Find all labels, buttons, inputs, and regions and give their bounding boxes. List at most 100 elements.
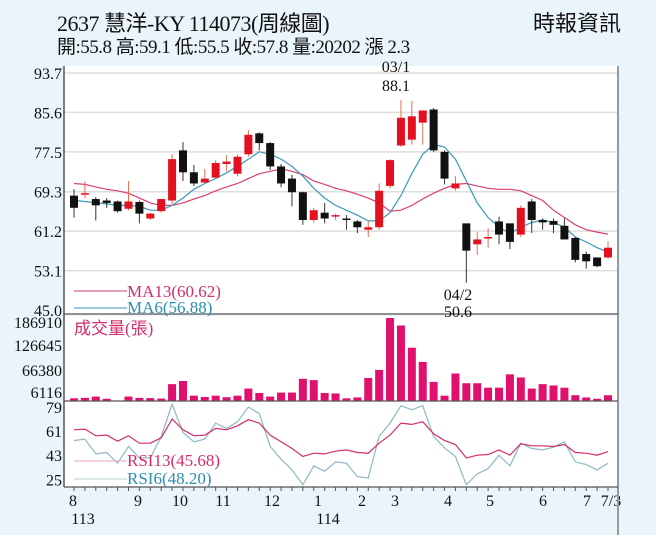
price-tick-label: 77.5 (34, 145, 62, 162)
volume-bar (277, 392, 286, 401)
candle (157, 199, 166, 213)
volume-bar (495, 387, 504, 401)
volume-tick-label: 126645 (14, 338, 62, 355)
ohlc-summary: 開:55.8 高:59.1 低:55.5 收:57.8 量:20202 漲 2.… (57, 37, 410, 58)
candle (80, 181, 89, 199)
x-tick-label: 4 (444, 493, 452, 510)
volume-bar (451, 373, 460, 401)
x-tick-label: 7 (583, 493, 591, 510)
candle (124, 181, 133, 211)
volume-bar (484, 387, 493, 401)
volume-bar (233, 395, 242, 401)
volume-bar (429, 381, 438, 401)
candle (298, 191, 307, 225)
volume-bar (266, 396, 275, 401)
x-year-label: 114 (316, 511, 339, 528)
high-date-label: 03/1 (382, 59, 410, 76)
candle (266, 142, 275, 170)
volume-bar (189, 395, 198, 401)
x-tick-label: 12 (264, 493, 280, 510)
candle (462, 223, 471, 283)
volume-bar (440, 395, 449, 401)
candle (233, 154, 242, 177)
price-tick-label: 61.2 (34, 224, 62, 241)
volume-bar (80, 397, 89, 401)
candle (287, 174, 296, 207)
candle (320, 202, 329, 224)
candle (102, 198, 111, 208)
price-tick-label: 53.1 (34, 264, 62, 281)
rsi-tick-label: 43 (46, 448, 62, 465)
candle (353, 219, 362, 234)
low-value-label: 50.6 (444, 304, 472, 321)
volume-bar (549, 385, 558, 401)
volume-bar (298, 378, 307, 401)
candle (604, 241, 612, 259)
candle (582, 251, 591, 269)
price-tick-label: 85.6 (34, 105, 62, 122)
volume-bar (168, 384, 177, 401)
volume-bar (91, 396, 100, 401)
candle (211, 160, 220, 179)
x-tick-label: 5 (486, 493, 494, 510)
volume-bar (571, 395, 580, 401)
candle (451, 176, 460, 191)
volume-bar (342, 398, 351, 401)
candle (593, 257, 602, 268)
volume-bar (70, 398, 78, 401)
candle (396, 100, 405, 147)
rsi-tick-label: 25 (46, 472, 62, 489)
price-tick-label: 45.0 (34, 303, 62, 320)
candle (407, 100, 416, 145)
volume-y-axis: 186910 126645 66380 6116 (14, 315, 62, 402)
volume-bar (375, 369, 384, 401)
candle (255, 132, 264, 151)
volume-bar (200, 397, 209, 401)
legend-volume: 成交量(張) (74, 319, 153, 338)
volume-bar (309, 380, 318, 401)
x-tick-label: 2 (358, 493, 366, 510)
candle (516, 205, 525, 238)
x-tick-label: 6 (539, 493, 547, 510)
volume-bar (364, 377, 373, 401)
candle (178, 142, 187, 182)
volume-bar (582, 397, 591, 401)
volume-panel (64, 316, 618, 402)
volume-bar (560, 387, 569, 401)
candle (418, 110, 427, 145)
price-y-axis: 93.7 85.6 77.5 69.3 61.2 53.1 45.0 (34, 66, 62, 320)
candle (113, 200, 122, 213)
candle (527, 199, 536, 234)
x-tick-label: 8 (69, 493, 77, 510)
volume-bar (353, 397, 362, 401)
candle (560, 218, 569, 240)
price-grid (64, 72, 618, 272)
volume-bars (70, 318, 612, 401)
source-label: 時報資訊 (533, 11, 622, 36)
x-tick-label: 10 (172, 493, 188, 510)
candle (440, 150, 449, 185)
rsi-tick-label: 61 (46, 424, 62, 441)
x-tick-label: 3 (391, 493, 399, 510)
candle (571, 237, 580, 263)
volume-tick-label: 186910 (14, 315, 62, 332)
rsi6-line (73, 402, 609, 486)
rsi13-line (73, 418, 609, 459)
volume-bar (102, 398, 111, 401)
price-tick-label: 93.7 (34, 66, 62, 83)
volume-bar (604, 395, 612, 401)
candle (277, 164, 286, 188)
candle (168, 154, 177, 204)
chart-title: 2637 慧洋-KY 114073(周線圖) (57, 11, 330, 36)
candle (495, 216, 504, 245)
x-tick-label: 7/3 (601, 493, 621, 510)
volume-bar (287, 392, 296, 401)
legend-ma13: MA13(60.62) (127, 282, 221, 301)
candle (484, 228, 493, 248)
candle (189, 164, 198, 186)
volume-bar (178, 381, 187, 401)
volume-bar (157, 398, 166, 401)
volume-bar (255, 393, 264, 401)
